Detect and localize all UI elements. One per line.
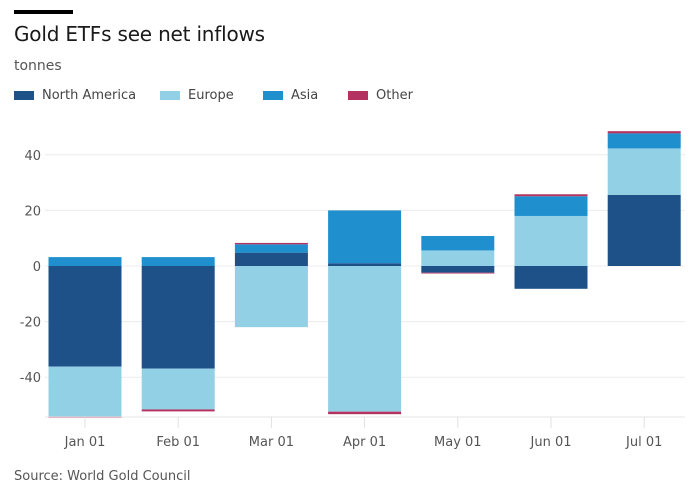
y-tick-label: -20 (20, 316, 41, 331)
bar-north-america (514, 266, 588, 289)
bar-other (141, 409, 215, 412)
bar-asia (607, 133, 681, 149)
y-tick-label: -40 (20, 371, 41, 386)
bar-north-america (421, 266, 495, 273)
bar-europe (514, 215, 588, 266)
y-tick-label: 40 (24, 149, 41, 164)
x-tick-label: Feb 01 (156, 435, 200, 450)
bar-other (514, 194, 588, 197)
legend-swatch (14, 91, 34, 100)
bar-north-america (141, 266, 215, 369)
x-tick-label: May 01 (434, 435, 482, 450)
bar-europe (141, 368, 215, 410)
bar-europe (234, 266, 308, 328)
chart-title: Gold ETFs see net inflows (14, 22, 265, 46)
bar-europe (48, 366, 122, 417)
legend-item-asia: Asia (263, 88, 348, 103)
bar-asia (48, 257, 122, 266)
y-tick-label: 20 (24, 204, 41, 219)
source-note: Source: World Gold Council (14, 469, 191, 484)
bar-north-america (328, 263, 402, 266)
bar-asia (421, 235, 495, 251)
legend: North America Europe Asia Other (14, 88, 413, 103)
bar-north-america (48, 266, 122, 367)
legend-swatch (160, 91, 180, 100)
bar-europe (328, 266, 402, 412)
bar-asia (141, 257, 215, 266)
legend-label: Asia (291, 88, 319, 103)
bar-asia (328, 210, 402, 264)
legend-swatch (263, 91, 283, 100)
x-tick-label: Jan 01 (64, 435, 106, 450)
bar-north-america (607, 194, 681, 266)
bar-europe (421, 250, 495, 266)
x-tick-label: Jul 01 (625, 435, 662, 450)
bar-other (234, 242, 308, 245)
bar-other (328, 411, 402, 415)
bar-north-america (234, 252, 308, 266)
x-tick-label: Apr 01 (343, 435, 386, 450)
x-tick-label: Mar 01 (249, 435, 294, 450)
legend-label: Europe (188, 88, 234, 103)
bar-europe (607, 148, 681, 195)
x-tick-label: Jun 01 (530, 435, 572, 450)
bar-asia (514, 196, 588, 216)
legend-label: North America (42, 88, 137, 103)
bar-other (607, 131, 681, 134)
legend-item-other: Other (348, 88, 413, 103)
bar-other (421, 272, 495, 274)
legend-item-europe: Europe (160, 88, 263, 103)
legend-item-north-america: North America (14, 88, 160, 103)
title-accent-bar (14, 10, 73, 14)
y-unit-label: tonnes (14, 58, 62, 74)
y-tick-label: 0 (33, 260, 41, 275)
legend-label: Other (376, 88, 413, 103)
bar-asia (234, 244, 308, 253)
legend-swatch (348, 91, 368, 100)
